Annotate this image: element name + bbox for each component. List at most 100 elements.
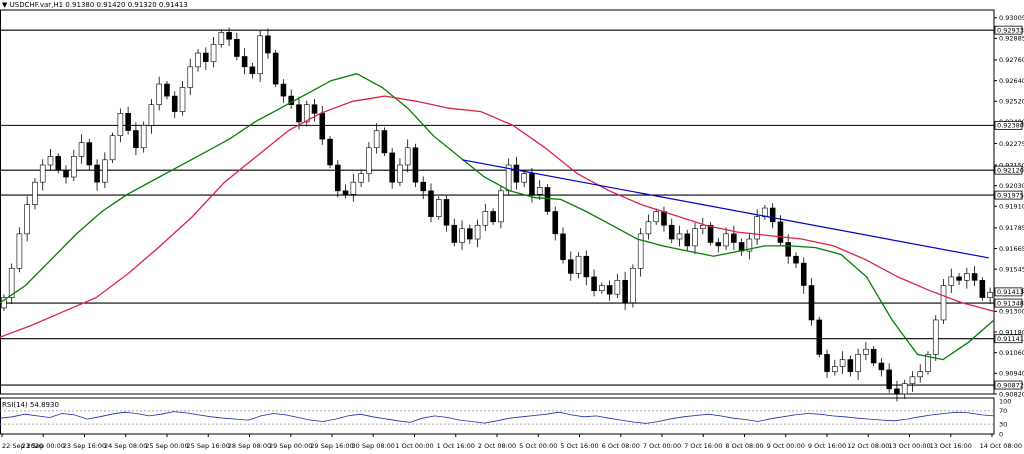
candle-body — [404, 147, 411, 166]
candle-body — [637, 233, 644, 269]
candle-body — [63, 169, 69, 178]
candle-body — [16, 233, 23, 269]
level-label-box — [994, 334, 1023, 344]
candle-body — [940, 285, 947, 321]
candle-body — [754, 216, 760, 240]
price-tick-label: 0.92640 — [999, 77, 1024, 85]
candle-body — [684, 233, 691, 247]
candle-body — [987, 292, 993, 298]
candle-body — [171, 95, 178, 112]
candle-body — [47, 156, 54, 166]
time-tick-label: 13 Oct 00:00 — [888, 442, 930, 450]
candle-body — [335, 164, 341, 192]
candle-body — [847, 359, 854, 372]
red-moving-average-line — [0, 95, 995, 338]
candle-body — [536, 187, 543, 195]
time-tick-label: 1 Oct 16:00 — [437, 442, 475, 450]
candle-body — [435, 199, 442, 217]
price-tick-label: 0.91665 — [999, 245, 1024, 253]
price-tick-label: 0.91910 — [999, 203, 1024, 211]
triangle-down-icon[interactable]: ▼ — [2, 1, 8, 9]
price-tick-label: 0.92030 — [999, 182, 1024, 190]
candle-body — [793, 255, 799, 264]
candle-body — [350, 181, 357, 195]
candle-body — [839, 359, 846, 367]
candle-body — [241, 56, 248, 68]
horizontal-level-label: 0.91348 — [997, 299, 1024, 307]
candle-body — [389, 152, 395, 183]
candle-body — [109, 135, 116, 161]
candle-body — [769, 207, 776, 223]
candle-body — [397, 164, 403, 183]
time-tick-label: 9 Oct 16:00 — [808, 442, 846, 450]
chart-header: ▼ USDCHF.var,H1 0.91380 0.91420 0.91320 … — [2, 1, 188, 9]
candle-body — [94, 164, 100, 183]
candle-body — [824, 354, 830, 372]
candle-body — [443, 199, 450, 226]
time-tick-label: 25 Sep 16:00 — [187, 442, 230, 450]
ohlc-values: 0.91380 0.91420 0.91320 0.91413 — [65, 1, 188, 9]
candle-body — [179, 87, 186, 112]
candle-body — [567, 259, 574, 274]
price-tick-label: 0.92760 — [999, 56, 1024, 64]
level-label-box — [994, 298, 1023, 308]
candle-body — [894, 388, 900, 395]
candle-body — [366, 147, 372, 174]
green-moving-average-line — [0, 73, 995, 361]
price-tick-label: 0.91180 — [999, 328, 1024, 336]
time-tick-label: 5 Oct 16:00 — [560, 442, 598, 450]
candle-body — [24, 204, 30, 235]
trendline — [462, 159, 990, 259]
candle-body — [575, 255, 582, 274]
candle-body — [800, 262, 807, 286]
candle-body — [420, 181, 427, 192]
candle-body — [148, 104, 155, 126]
candle-body — [164, 83, 170, 97]
price-tick-label: 0.91545 — [999, 265, 1024, 273]
horizontal-level-label: 0.91975 — [997, 191, 1024, 199]
candle-body — [855, 354, 861, 372]
rsi-label: RSI(14) 54.8930 — [2, 401, 59, 409]
time-tick-label: 22 Sep 2020 — [2, 442, 43, 450]
time-tick-label: 5 Oct 00:00 — [519, 442, 557, 450]
candle-body — [381, 130, 388, 154]
candle-body — [467, 228, 473, 240]
time-tick-label: 29 Sep 16:00 — [310, 442, 353, 450]
time-tick-label: 14 Oct 08:00 — [980, 442, 1022, 450]
price-panel-frame — [0, 9, 995, 395]
time-tick-label: 25 Sep 00:00 — [145, 442, 188, 450]
candle-body — [552, 211, 559, 235]
candle-body — [55, 156, 62, 171]
candle-body — [459, 228, 465, 243]
candle-body — [249, 66, 256, 75]
candle-body — [140, 125, 147, 149]
candle-body — [257, 35, 263, 75]
rsi-tick-label: 30 — [999, 420, 1007, 428]
candle-body — [218, 32, 225, 45]
time-tick-label: 7 Oct 00:00 — [643, 442, 681, 450]
candle-body — [886, 369, 892, 390]
level-label-box — [994, 120, 1023, 130]
price-tick-label: 0.91300 — [999, 308, 1024, 316]
candle-body — [606, 285, 613, 295]
candle-body — [948, 276, 955, 286]
price-tick-label: 0.92520 — [999, 98, 1024, 106]
candle-body — [187, 66, 194, 88]
candle-body — [319, 113, 326, 140]
candle-body — [746, 238, 753, 252]
candle-body — [521, 173, 527, 183]
candle-body — [668, 224, 675, 240]
time-tick-label: 8 Oct 08:00 — [725, 442, 763, 450]
time-tick-label: 29 Sep 00:00 — [269, 442, 312, 450]
horizontal-level-label: 0.92120 — [997, 166, 1024, 174]
candle-body — [133, 130, 139, 149]
candle-body — [964, 273, 970, 281]
candle-body — [78, 142, 85, 157]
candle-body — [428, 190, 434, 217]
candle-body — [1, 297, 7, 309]
candle-body — [203, 52, 209, 62]
time-tick-label: 23 Sep 00:00 — [22, 442, 65, 450]
candle-body — [544, 187, 551, 212]
